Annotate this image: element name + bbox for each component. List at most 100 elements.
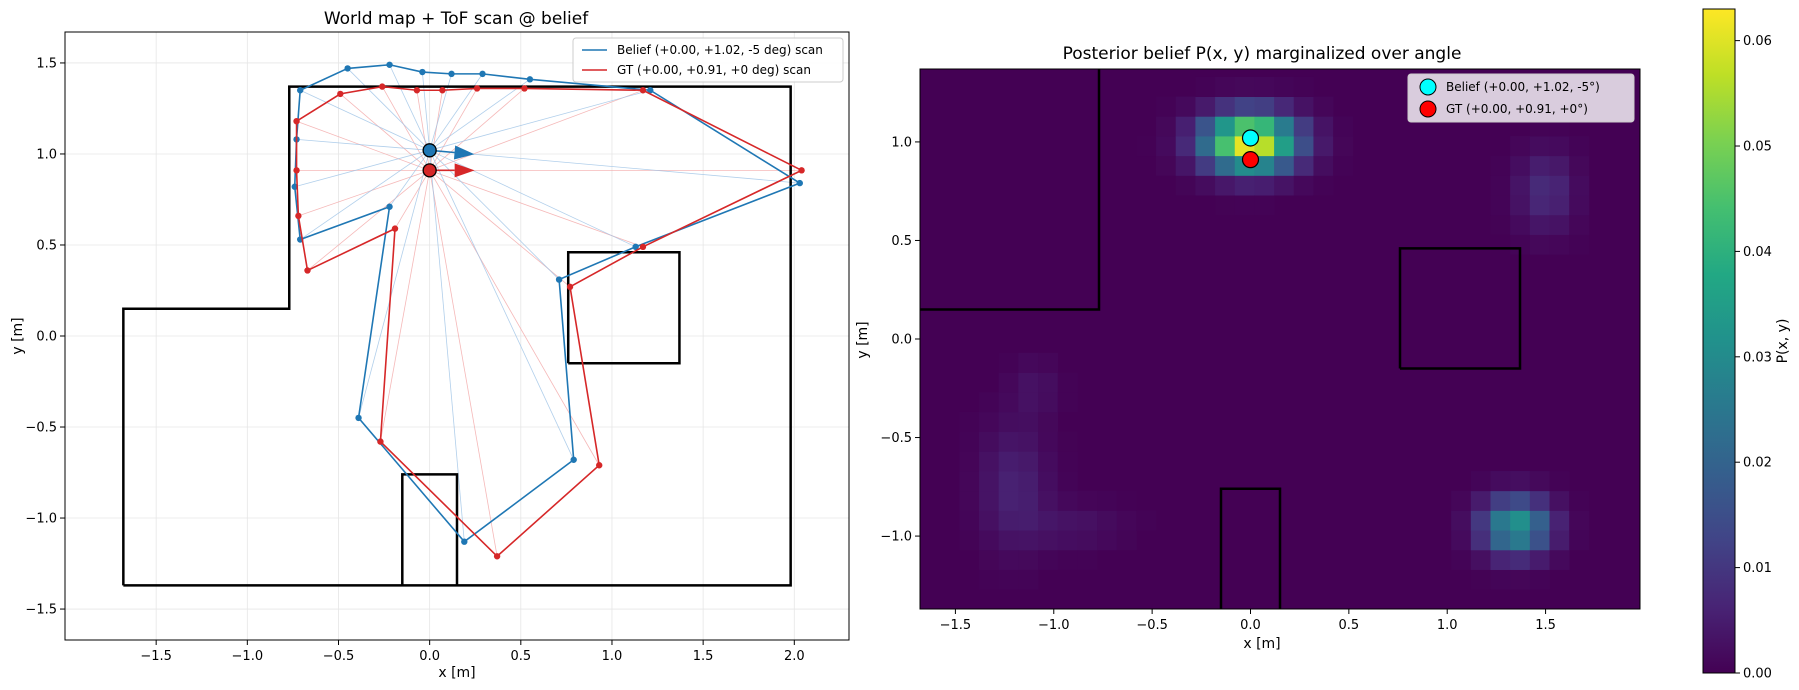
left-x-tick-label: 1.0 (602, 649, 623, 664)
scan-ray (380, 170, 431, 442)
scan-ray (429, 79, 531, 151)
belief-scan-point (386, 61, 393, 68)
left-legend: Belief (+0.00, +1.02, -5 deg) scan GT (+… (572, 37, 844, 83)
heatmap-cell (1569, 155, 1590, 176)
heatmap-cell (1018, 372, 1039, 393)
heatmap-cell (1549, 214, 1570, 235)
heatmap-cell (1313, 155, 1334, 176)
right-legend-box (1407, 73, 1635, 123)
heatmap-cell (1234, 96, 1255, 117)
left-wall (401, 473, 459, 586)
heatmap-cell (979, 411, 1000, 433)
scan-ray (296, 120, 430, 171)
heatmap-cell (1313, 116, 1334, 137)
scan-ray (429, 88, 478, 171)
heatmap-cell (1116, 490, 1137, 511)
legend-belief-label: Belief (+0.00, +1.02, -5 deg) scan (617, 43, 823, 57)
right-wall (1398, 247, 1522, 370)
scan-ray (296, 139, 430, 151)
heatmap-cell (959, 431, 980, 452)
gt-scan-point (293, 167, 300, 174)
right-x-tick-label: −0.5 (1136, 618, 1168, 633)
right-y-tick-label: −0.5 (880, 431, 912, 446)
heatmap-cell (998, 451, 1019, 472)
heatmap-cell (1215, 155, 1236, 176)
right-wall (1219, 487, 1282, 609)
heatmap-cell (1529, 569, 1550, 590)
gt-scan-point (521, 85, 528, 92)
heatmap-cell (1057, 372, 1078, 393)
heatmap-cell (998, 431, 1019, 452)
belief-scan-line (293, 63, 801, 543)
heatmap-cell (1490, 569, 1511, 590)
heatmap-cell (1057, 471, 1078, 492)
heatmap-cell (1097, 530, 1118, 551)
left-y-tick-label: 1.0 (36, 147, 57, 162)
heatmap-cell (1529, 175, 1550, 196)
heatmap-cell (998, 569, 1019, 590)
heatmap-cell (1529, 510, 1550, 531)
heatmap-cell (1293, 116, 1314, 137)
heatmap-cell (1215, 195, 1236, 216)
scan-ray (299, 149, 430, 240)
belief-scan-point (526, 76, 534, 83)
left-chart-title: World map + ToF scan @ belief (324, 9, 589, 29)
belief-scan-point (632, 243, 639, 251)
legend-belief-marker (1419, 78, 1437, 96)
right-y-ticks: −1.0 −0.5 0.0 0.5 1.0 (880, 135, 920, 545)
heatmap-cell (1569, 175, 1590, 196)
heatmap-cell (1097, 510, 1118, 531)
right-chart-title: Posterior belief P(x, y) marginalized ov… (1063, 44, 1462, 64)
heatmap-cell (1490, 195, 1511, 216)
heatmap-cell (979, 451, 1000, 472)
right-x-tick-label: −1.5 (940, 618, 972, 633)
belief-scan-point (461, 538, 468, 545)
legend-gt-marker-label: GT (+0.00, +0.91, +0°) (1446, 102, 1588, 116)
heatmap-cell (1136, 510, 1157, 531)
belief-scan-point (647, 87, 654, 94)
right-x-axis-label: x [m] (1243, 636, 1280, 652)
heatmap-cell (1549, 471, 1570, 492)
scan-ray (294, 149, 430, 188)
heatmap-cell (1490, 175, 1511, 196)
heatmap-cell (1215, 116, 1236, 137)
heatmap-cell (1156, 96, 1177, 117)
heatmap-cell (1293, 175, 1314, 196)
heatmap-cell (1195, 116, 1216, 137)
heatmap-cell (1529, 549, 1550, 570)
heatmap-cell (979, 392, 1000, 413)
right-markers (1241, 129, 1260, 169)
heatmap-cell (1038, 352, 1059, 373)
left-poses (422, 143, 475, 178)
heatmap-cell (1116, 510, 1137, 531)
heatmap-cell (1156, 155, 1177, 176)
heatmap-cell (1549, 530, 1570, 551)
gt-heading-arrow (454, 163, 475, 178)
heatmap-cell (1136, 136, 1157, 157)
heatmap-cell (1470, 569, 1491, 590)
heatmap-cell (1549, 490, 1570, 511)
heatmap-cell (998, 352, 1019, 373)
heatmap-cell (1077, 510, 1098, 531)
heatmap-cell (979, 431, 1000, 452)
heatmap-cell (1195, 175, 1216, 196)
heatmap-cell (1490, 214, 1511, 235)
heatmap-cell (1274, 136, 1295, 157)
heatmap-cell (1215, 136, 1236, 157)
belief-scan-point (344, 65, 351, 72)
left-x-axis-label: x [m] (438, 665, 475, 681)
heatmap-cell (1195, 136, 1216, 157)
heatmap-cell (1313, 136, 1334, 157)
heatmap-cell (1490, 471, 1511, 492)
heatmap-cell (1018, 392, 1039, 413)
gt-scan-point (337, 90, 344, 98)
belief-scan-point (479, 70, 486, 78)
belief-heading-arrow (453, 145, 475, 160)
gt-scan-point (639, 243, 647, 251)
heatmap-cell (1038, 431, 1059, 452)
heatmap-cell (1057, 530, 1078, 551)
colorbar-tick-label: 0.03 (1743, 350, 1772, 365)
heatmap-cell (998, 392, 1019, 413)
right-x-ticks: −1.5 −1.0 −0.5 0.0 0.5 1.0 1.5 (940, 609, 1556, 633)
left-x-tick-label: 0.5 (510, 649, 531, 664)
